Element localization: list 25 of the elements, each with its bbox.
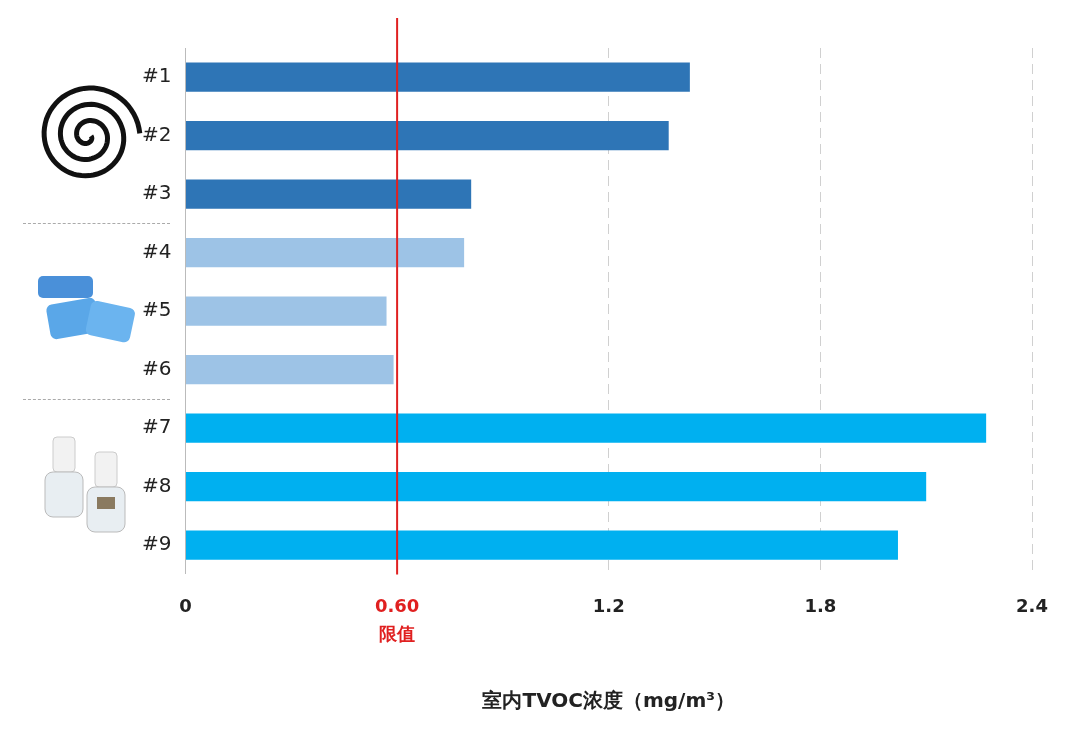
bar <box>185 238 465 268</box>
x-tick-label: 0 <box>179 594 192 616</box>
bar <box>185 413 987 443</box>
ref-line-label: 限值 <box>379 623 416 645</box>
bar <box>185 472 927 502</box>
y-tick-label: #5 <box>142 297 172 322</box>
x-tick-label: 1.8 <box>804 594 837 616</box>
y-tick-label: #9 <box>142 531 172 556</box>
y-tick-label: #4 <box>142 238 172 263</box>
y-tick-label: #8 <box>142 472 172 497</box>
x-axis-title: 室内TVOC浓度（mg/m³） <box>482 688 735 713</box>
y-tick-label: #3 <box>142 180 172 205</box>
bar <box>185 296 387 326</box>
bar <box>185 530 898 560</box>
bar <box>185 62 690 92</box>
y-tick-label: #6 <box>142 355 172 380</box>
x-tick-label: 2.4 <box>1016 594 1048 616</box>
y-tick-label: #1 <box>142 63 172 88</box>
y-tick-label: #7 <box>142 414 172 439</box>
bar <box>185 355 394 385</box>
bar <box>185 179 472 209</box>
y-tick-label: #2 <box>142 121 172 146</box>
x-tick-label: 0.60 <box>374 594 420 616</box>
x-tick-label: 1.2 <box>592 594 625 616</box>
bar <box>185 121 669 151</box>
